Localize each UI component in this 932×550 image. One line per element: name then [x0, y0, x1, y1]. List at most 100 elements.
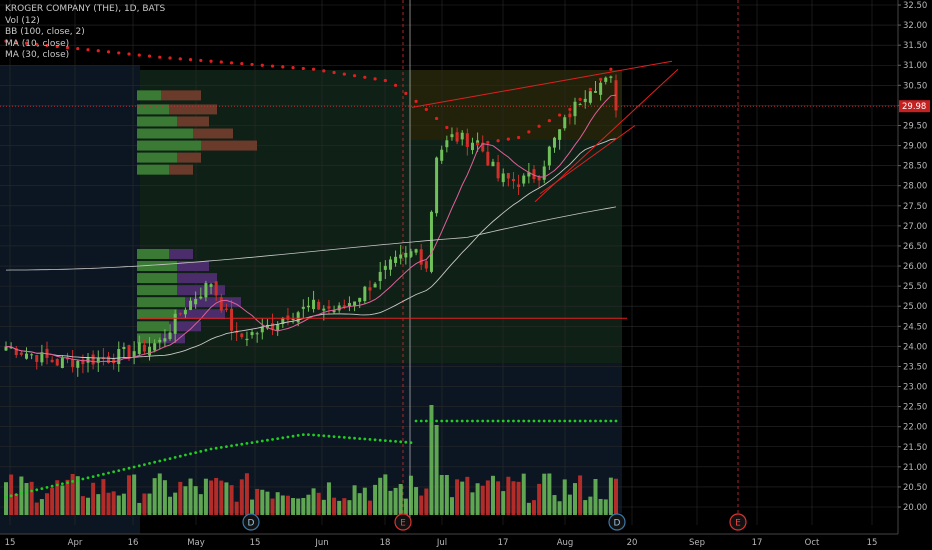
volume-bar — [531, 500, 536, 515]
bb-upper-dot — [373, 77, 377, 81]
volume-bar — [449, 497, 454, 515]
candle — [368, 287, 372, 291]
volume-bar — [526, 502, 531, 515]
volume-ma-dot — [307, 433, 310, 436]
time-tick-label: 17 — [752, 538, 763, 548]
bb-upper-dot — [147, 54, 152, 58]
candle — [373, 283, 377, 288]
volume-ma-dot — [558, 419, 562, 423]
bb-upper-dot — [96, 49, 100, 53]
volume-bar — [234, 501, 239, 515]
volume-bar — [55, 480, 60, 515]
candle — [245, 338, 249, 341]
volume-bar — [614, 478, 618, 515]
bb-upper-dot — [424, 107, 428, 112]
bb-upper-dot — [4, 39, 8, 43]
candle — [470, 142, 474, 151]
candle — [25, 353, 29, 359]
candle — [604, 77, 608, 82]
volume-ma-dot — [506, 419, 510, 423]
volume-ma-dot — [137, 464, 141, 468]
candle — [542, 166, 546, 180]
volume-profile-down — [177, 273, 217, 284]
price-tick-label: 32.00 — [903, 21, 927, 31]
volume-ma-dot — [445, 419, 449, 423]
candle — [552, 137, 556, 148]
volume-bar — [45, 493, 50, 515]
volume-bar — [367, 500, 372, 515]
volume-ma-dot — [496, 419, 500, 423]
volume-bar — [65, 479, 70, 515]
volume-ma-dot — [440, 419, 444, 423]
candle — [424, 261, 428, 269]
bb-upper-dot — [527, 130, 531, 134]
bb-upper-dot — [65, 45, 70, 50]
volume-bar — [255, 488, 260, 515]
volume-ma-dot — [573, 419, 577, 423]
volume-ma-dot — [209, 447, 213, 451]
bb-upper-dot — [414, 99, 418, 103]
candle — [173, 313, 177, 334]
candle — [96, 358, 100, 363]
volume-profile-up — [137, 333, 161, 344]
candle — [301, 306, 305, 309]
volume-bar — [424, 488, 429, 515]
candle — [383, 265, 387, 270]
event-marker-label: E — [400, 519, 406, 529]
volume-ma-dot — [276, 437, 280, 440]
candle — [378, 271, 382, 281]
volume-profile-up — [137, 90, 161, 101]
volume-bar — [173, 492, 178, 515]
volume-ma-dot — [250, 441, 254, 444]
candle — [312, 299, 316, 310]
candle — [14, 348, 18, 355]
bb-upper-dot — [291, 66, 295, 70]
volume-bar — [147, 493, 152, 515]
volume-ma-dot — [614, 419, 618, 423]
candle — [132, 351, 136, 358]
candle — [137, 342, 141, 354]
volume-ma-dot — [240, 442, 244, 446]
candle — [55, 359, 59, 366]
candle — [296, 312, 300, 323]
candle — [578, 104, 582, 106]
price-tick-label: 30.50 — [903, 81, 927, 91]
bb-upper-dot — [270, 64, 275, 68]
volume-bar — [608, 477, 613, 515]
volume-profile-down — [177, 309, 225, 320]
volume-bar — [101, 479, 106, 515]
volume-ma-dot — [460, 419, 464, 423]
volume-ma-dot — [522, 419, 526, 423]
candle — [322, 308, 326, 311]
bb-upper-dot — [168, 56, 172, 60]
volume-ma-dot — [163, 458, 167, 462]
candle — [168, 332, 172, 340]
volume-profile-down — [169, 164, 193, 175]
volume-profile-up — [137, 140, 201, 151]
volume-profile-down — [201, 140, 257, 151]
volume-ma-dot — [199, 450, 203, 453]
volume-ma-dot — [399, 440, 403, 444]
candle — [189, 300, 193, 310]
candle — [337, 305, 341, 311]
price-tick-label: 32.50 — [903, 1, 927, 11]
bb-upper-dot — [322, 69, 326, 73]
volume-bar — [542, 473, 547, 515]
volume-bar — [209, 480, 214, 515]
price-tick-label: 26.50 — [903, 242, 927, 252]
volume-bar — [583, 500, 588, 515]
volume-ma-dot — [189, 452, 192, 456]
volume-bar — [229, 485, 234, 515]
volume-bar — [203, 478, 208, 515]
trendline-lower-inner — [539, 125, 636, 195]
volume-bar — [178, 481, 183, 515]
volume-bar — [275, 492, 280, 515]
price-tick-label: 25.00 — [903, 302, 927, 312]
candle — [388, 259, 392, 270]
volume-ma-dot — [542, 419, 546, 423]
candle — [481, 142, 485, 152]
volume-profile-up — [137, 152, 177, 163]
volume-profile-up — [137, 116, 177, 127]
bb-upper-dot — [178, 57, 182, 61]
